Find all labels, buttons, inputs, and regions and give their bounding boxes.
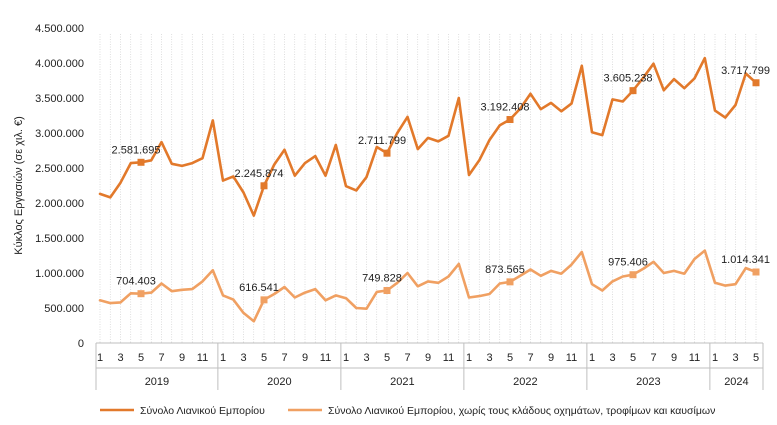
x-tick-label: 3: [363, 352, 369, 364]
x-tick-label: 3: [240, 352, 246, 364]
data-labels: 2.581.695 2.245.874 2.711.799 3.192.408 3.60…: [112, 65, 770, 294]
data-label: 2.711.799: [358, 135, 406, 147]
x-tick-label: 7: [650, 352, 656, 364]
x-tick-label: 7: [281, 352, 287, 364]
y-tick-label: 3.500.000: [35, 93, 84, 105]
data-label: 975.406: [608, 257, 648, 269]
y-tick-label: 1.000.000: [35, 268, 84, 280]
data-label: 704.403: [116, 276, 156, 288]
series-group: [98, 56, 760, 323]
x-tick-label: 5: [753, 352, 759, 364]
year-label: 2020: [267, 376, 291, 388]
x-tick-label: 7: [158, 352, 164, 364]
year-label: 2023: [636, 376, 660, 388]
data-point-marker: [506, 278, 514, 286]
data-point-marker: [506, 116, 514, 124]
data-point-marker: [260, 296, 268, 304]
y-tick-label: 4.500.000: [35, 23, 84, 35]
data-label: 749.828: [362, 273, 402, 285]
x-tick-label: 5: [261, 352, 267, 364]
x-tick-label: 11: [197, 352, 208, 364]
year-label: 2022: [513, 376, 537, 388]
x-tick-label: 1: [343, 352, 349, 364]
y-axis: 0 500.000 1.000.000 1.500.000 2.000.000 2.500…: [35, 23, 84, 350]
data-label: 873.565: [485, 264, 525, 276]
y-tick-label: 3.000.000: [35, 128, 84, 140]
x-tick-label: 1: [220, 352, 226, 364]
data-point-marker: [383, 149, 391, 157]
data-label: 616.541: [239, 282, 279, 294]
x-tick-label: 11: [443, 352, 454, 364]
x-tick-label: 7: [404, 352, 410, 364]
data-label: 3.605.238: [604, 73, 653, 85]
year-label: 2019: [145, 376, 169, 388]
data-label: 3.192.408: [481, 102, 530, 114]
x-tick-label: 9: [671, 352, 677, 364]
x-tick-label: 3: [609, 352, 615, 364]
x-tick-label: 1: [97, 352, 103, 364]
y-tick-label: 500.000: [44, 303, 84, 315]
y-tick-label: 2.000.000: [35, 198, 84, 210]
data-point-marker: [752, 79, 760, 87]
x-tick-label: 5: [507, 352, 513, 364]
data-label: 1.014.341: [721, 254, 770, 266]
legend-label: Σύνολο Λιανικού Εμπορίου, χωρίς τους κλά…: [328, 405, 715, 417]
x-tick-label: 5: [630, 352, 636, 364]
x-tick-label: 7: [527, 352, 533, 364]
x-tick-label: 5: [384, 352, 390, 364]
year-label: 2024: [724, 376, 748, 388]
legend-label: Σύνολο Λιανικού Εμπορίου: [140, 405, 265, 417]
series-line-1: [98, 56, 758, 217]
legend: Σύνολο Λιανικού Εμπορίου Σύνολο Λιανικού …: [100, 405, 715, 417]
x-tick-label: 5: [138, 352, 144, 364]
series-line-2: [98, 249, 758, 323]
y-axis-label: Κύκλος Εργασιών (σε χιλ. €): [13, 116, 25, 255]
y-tick-label: 2.500.000: [35, 163, 84, 175]
x-tick-label: 3: [117, 352, 123, 364]
data-label: 2.581.695: [112, 144, 161, 156]
y-tick-label: 0: [78, 338, 84, 350]
x-tick-label: 9: [179, 352, 185, 364]
y-tick-label: 1.500.000: [35, 233, 84, 245]
data-point-marker: [629, 87, 637, 95]
x-tick-label: 3: [486, 352, 492, 364]
data-point-marker: [752, 268, 760, 276]
grid: [99, 34, 757, 343]
x-tick-label: 9: [302, 352, 308, 364]
data-point-marker: [629, 271, 637, 279]
x-tick-label: 9: [548, 352, 554, 364]
data-point-marker: [383, 287, 391, 295]
x-tick-label: 11: [320, 352, 331, 364]
x-axis: 1 3 5 7 9 11 1 3 5 7 9 11 1 3 5 7 9 11 1 3 5 7 9 11 1 3 5 7 9 11 1 3 520…: [95, 342, 764, 390]
data-label: 2.245.874: [235, 168, 284, 180]
data-label: 3.717.799: [721, 65, 770, 77]
x-tick-label: 3: [732, 352, 738, 364]
data-point-marker: [137, 158, 145, 166]
x-tick-label: 1: [466, 352, 472, 364]
x-tick-label: 11: [689, 352, 700, 364]
x-tick-label: 11: [566, 352, 577, 364]
data-point-marker: [260, 182, 268, 190]
x-tick-label: 1: [589, 352, 595, 364]
x-tick-label: 9: [425, 352, 431, 364]
y-tick-label: 4.000.000: [35, 58, 84, 70]
year-label: 2021: [390, 376, 414, 388]
data-point-marker: [137, 290, 145, 298]
x-tick-label: 1: [712, 352, 718, 364]
